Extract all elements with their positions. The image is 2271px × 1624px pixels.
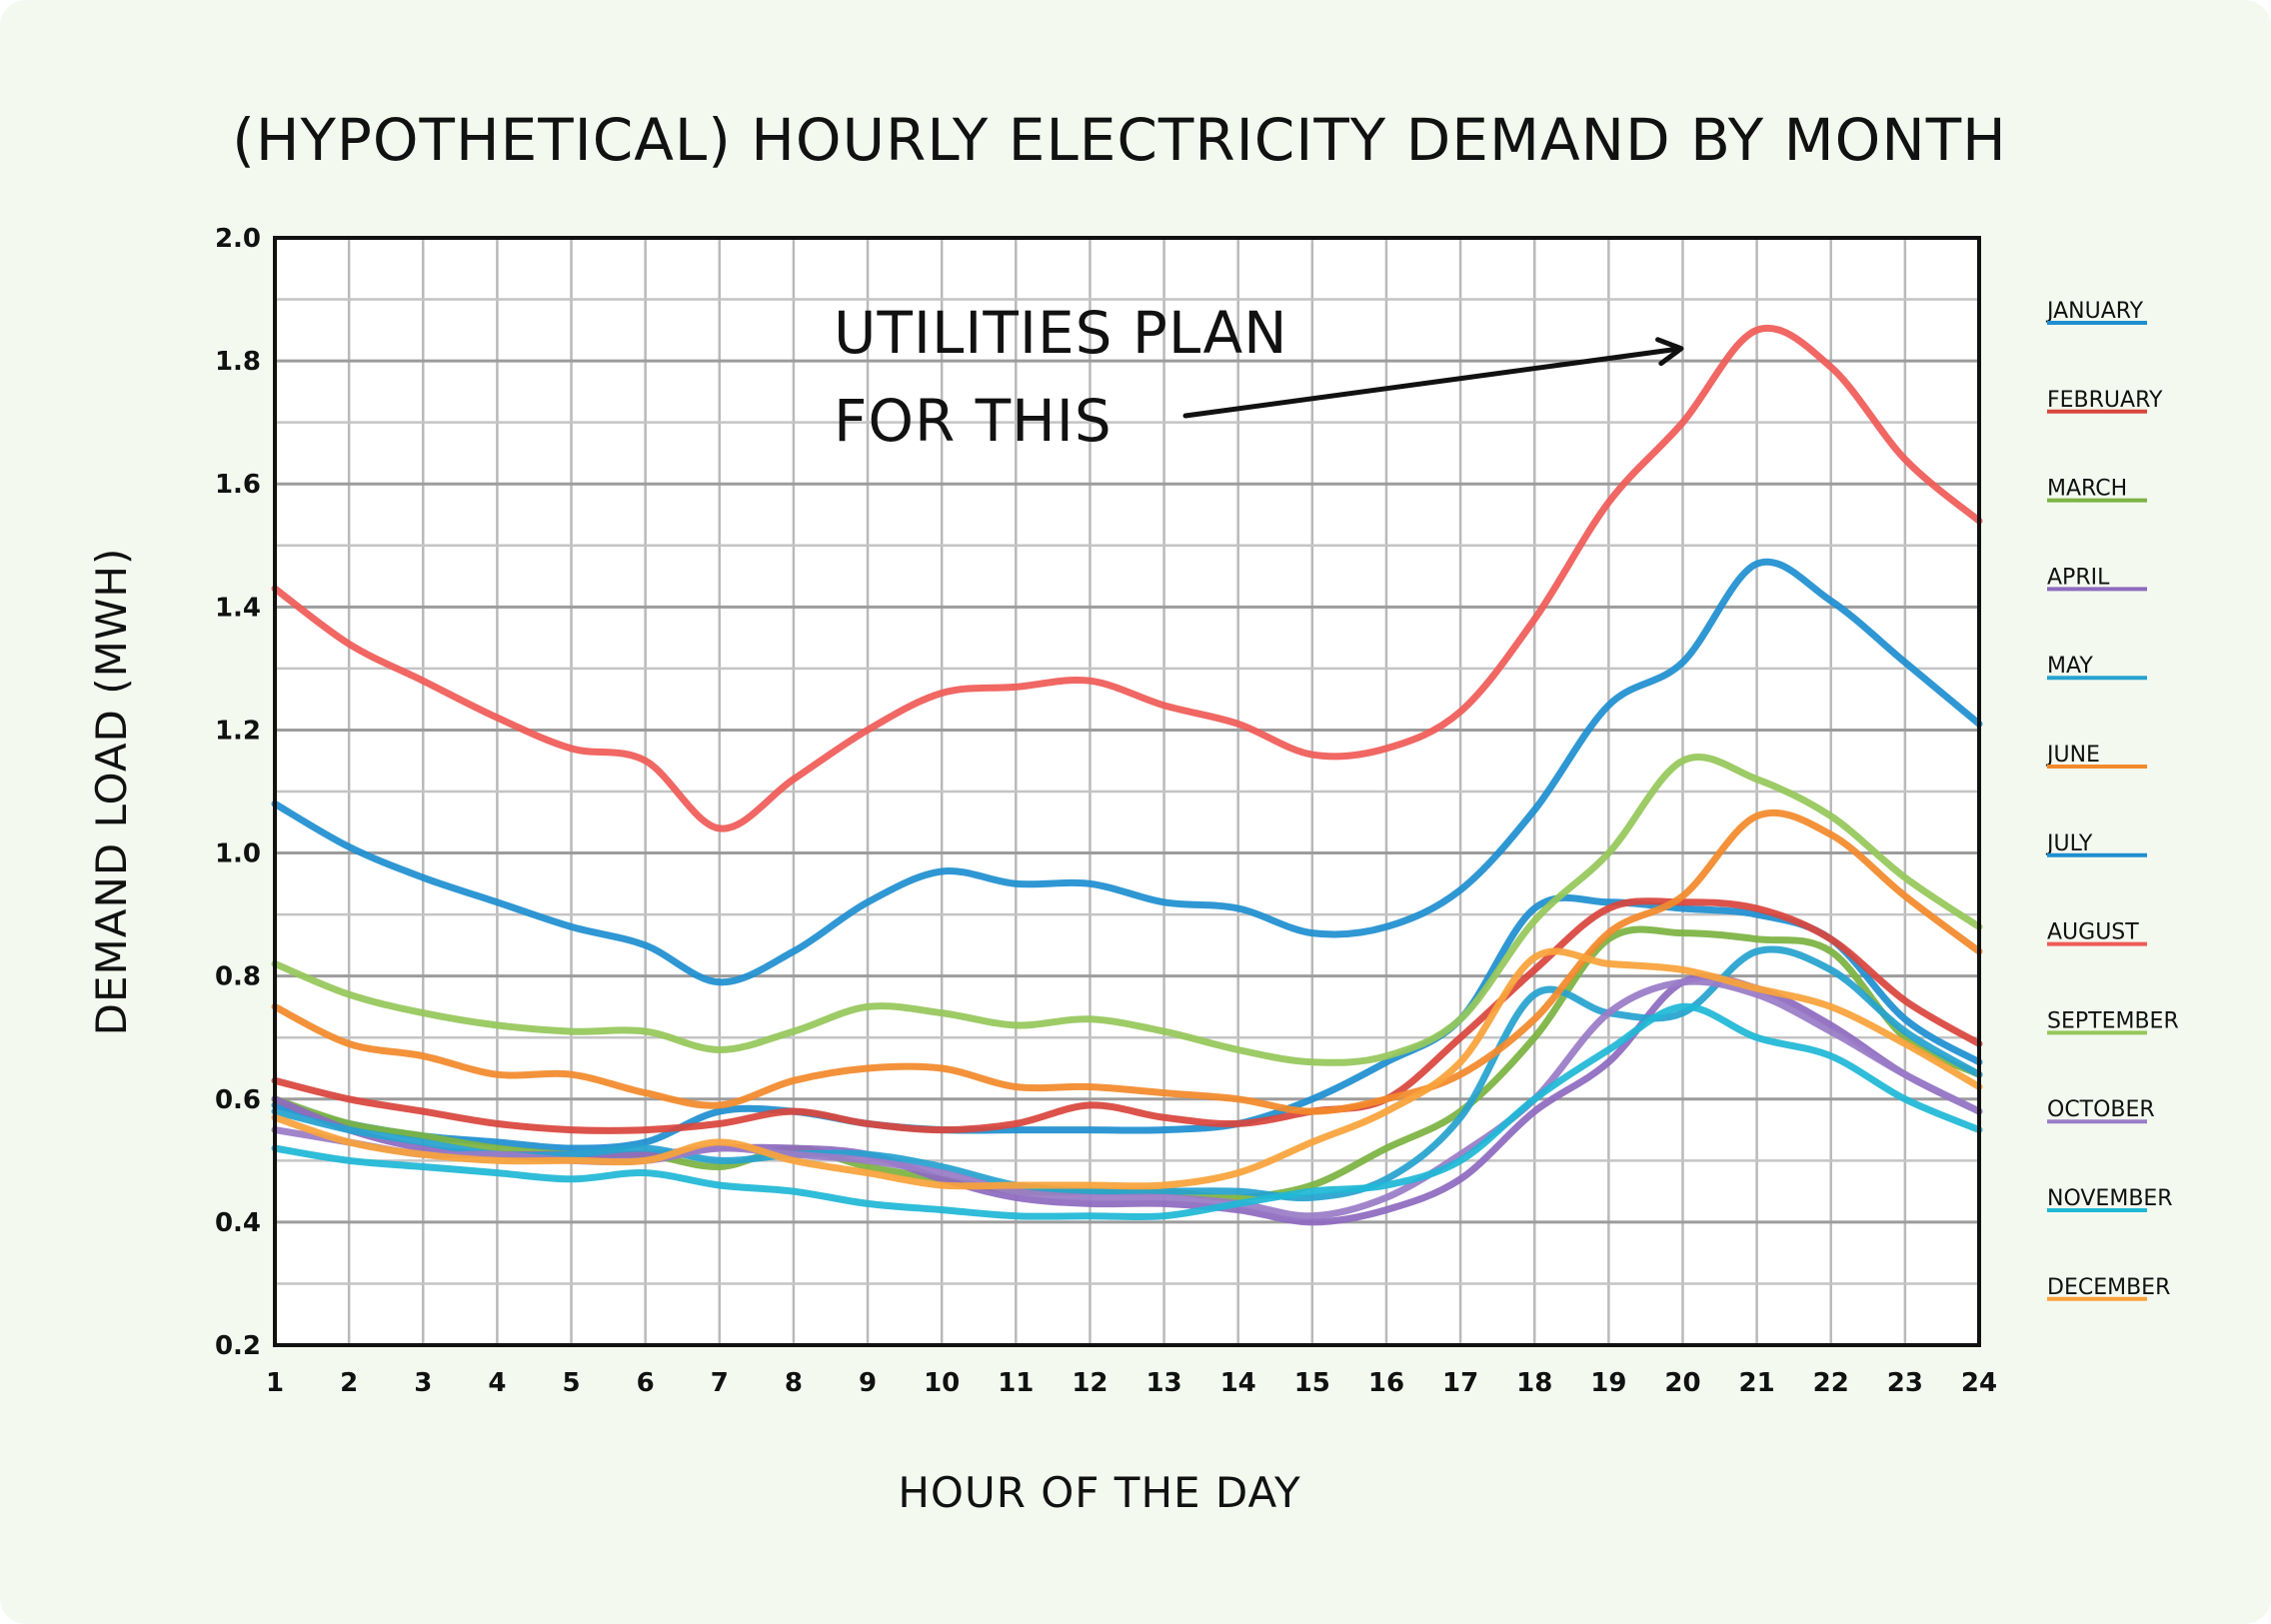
annotation-line-1: UTILITIES PLAN bbox=[834, 299, 1288, 367]
x-tick-label: 10 bbox=[924, 1368, 960, 1398]
y-tick-label: 1.2 bbox=[215, 716, 261, 746]
series-line-september bbox=[271, 754, 1983, 1066]
annotation-line-2: FOR THIS bbox=[834, 387, 1113, 455]
annotation-arrow bbox=[1182, 337, 1684, 419]
x-tick-label: 15 bbox=[1294, 1368, 1330, 1398]
legend-label-june: JUNE bbox=[2045, 743, 2100, 768]
y-tick-label: 0.6 bbox=[215, 1085, 261, 1115]
series-line-december bbox=[271, 947, 1983, 1190]
x-tick-label: 19 bbox=[1590, 1368, 1626, 1398]
legend-label-september: SEPTEMBER bbox=[2047, 1008, 2179, 1033]
legend-label-november: NOVEMBER bbox=[2047, 1186, 2173, 1211]
x-tick-label: 21 bbox=[1739, 1368, 1775, 1398]
x-tick-label: 13 bbox=[1145, 1368, 1181, 1398]
x-axis-title: HOUR OF THE DAY bbox=[898, 1468, 1300, 1517]
y-tick-label: 0.4 bbox=[215, 1208, 261, 1238]
legend-label-january: JANUARY bbox=[2045, 299, 2144, 324]
x-tick-label: 4 bbox=[488, 1368, 506, 1398]
x-tick-label: 7 bbox=[711, 1368, 729, 1398]
x-tick-label: 22 bbox=[1813, 1368, 1849, 1398]
y-tick-label: 0.8 bbox=[215, 962, 261, 992]
legend-label-august: AUGUST bbox=[2047, 920, 2139, 945]
y-axis-title: DEMAND LOAD (MWH) bbox=[87, 548, 136, 1036]
x-tick-label: 16 bbox=[1368, 1368, 1404, 1398]
plot-frame bbox=[273, 236, 1981, 1347]
legend-label-october: OCTOBER bbox=[2047, 1097, 2155, 1122]
series-line-august bbox=[271, 325, 1983, 832]
x-tick-label: 3 bbox=[414, 1368, 432, 1398]
y-tick-label: 1.6 bbox=[215, 470, 261, 500]
legend-label-december: DECEMBER bbox=[2047, 1275, 2170, 1300]
x-tick-label: 5 bbox=[562, 1368, 580, 1398]
x-tick-label: 20 bbox=[1664, 1368, 1700, 1398]
x-tick-label: 2 bbox=[340, 1368, 358, 1398]
x-tick-label: 9 bbox=[859, 1368, 877, 1398]
x-tick-label: 17 bbox=[1442, 1368, 1478, 1398]
ticks: 1 2 3 4 5 6 7 8 9 10 11 12 13 14 15 16 17 18 19 20 21 22 23 240… bbox=[215, 224, 1997, 1398]
x-tick-label: 11 bbox=[998, 1368, 1034, 1398]
series-lines bbox=[271, 325, 1983, 1226]
y-tick-label: 0.2 bbox=[215, 1331, 261, 1361]
legend-label-july: JULY bbox=[2045, 831, 2093, 856]
series-line-january bbox=[271, 893, 1983, 1152]
series-line-july bbox=[271, 558, 1983, 986]
x-tick-label: 8 bbox=[785, 1368, 803, 1398]
legend: JANUARY FEBRUARY MARCH APRIL MAY JUNE JULY AUGU… bbox=[2045, 299, 2179, 1301]
series-line-june bbox=[271, 809, 1983, 1115]
y-tick-label: 1.8 bbox=[215, 347, 261, 377]
y-tick-label: 1.4 bbox=[215, 593, 261, 623]
x-tick-label: 14 bbox=[1220, 1368, 1256, 1398]
x-tick-label: 1 bbox=[266, 1368, 284, 1398]
series-line-february bbox=[271, 897, 1983, 1134]
legend-label-march: MARCH bbox=[2047, 477, 2127, 502]
x-tick-label: 24 bbox=[1961, 1368, 1997, 1398]
x-tick-label: 23 bbox=[1887, 1368, 1923, 1398]
x-tick-label: 12 bbox=[1072, 1368, 1108, 1398]
annotation: UTILITIES PLAN FOR THIS bbox=[834, 299, 1684, 455]
chart-title: (HYPOTHETICAL) HOURLY ELECTRICITY DEMAND… bbox=[232, 106, 2007, 174]
y-tick-label: 2.0 bbox=[215, 224, 261, 254]
legend-label-may: MAY bbox=[2047, 654, 2093, 679]
x-tick-label: 6 bbox=[637, 1368, 655, 1398]
x-tick-label: 18 bbox=[1516, 1368, 1552, 1398]
legend-label-february: FEBRUARY bbox=[2047, 388, 2163, 413]
legend-label-april: APRIL bbox=[2047, 565, 2110, 590]
series-line-november bbox=[271, 1002, 1983, 1221]
y-tick-label: 1.0 bbox=[215, 839, 261, 869]
series-line-may bbox=[271, 945, 1983, 1202]
